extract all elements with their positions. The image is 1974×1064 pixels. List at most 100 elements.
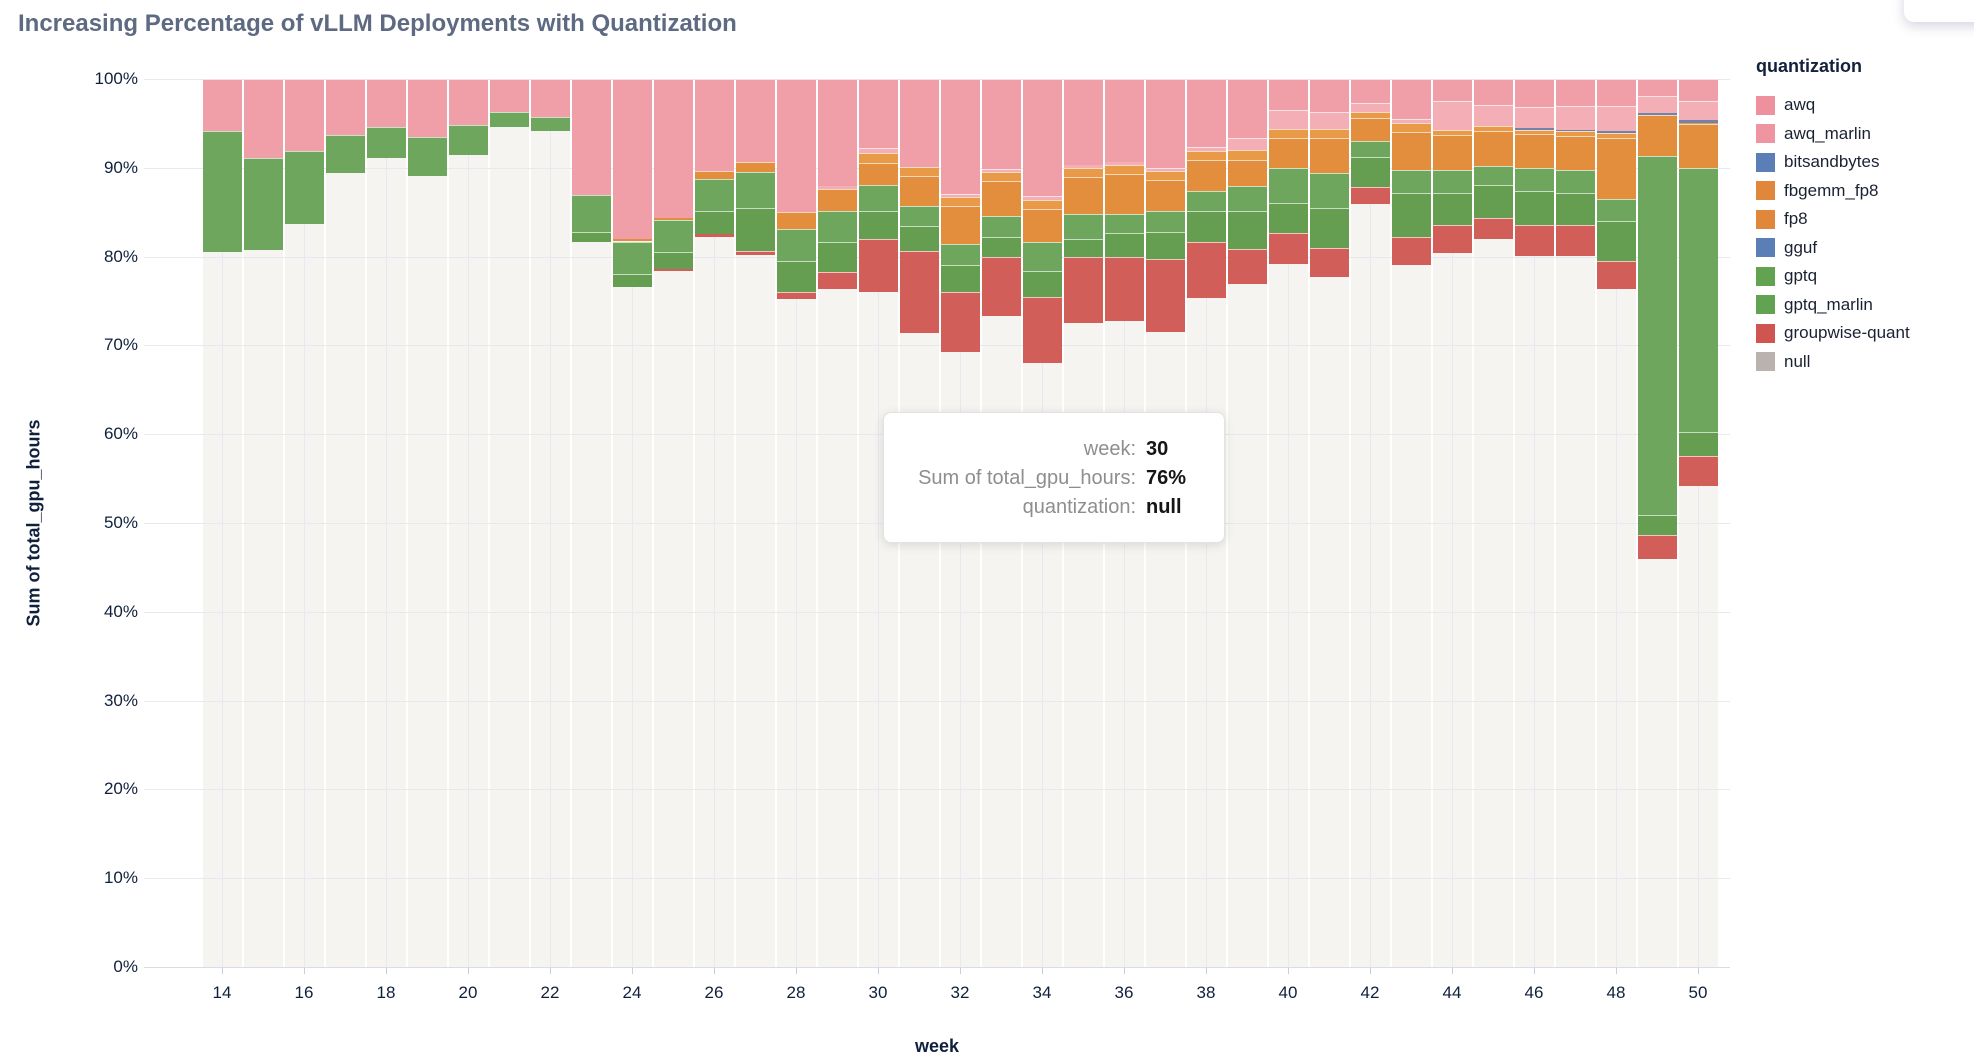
bar-segment-week-40-awq[interactable] xyxy=(1268,79,1308,111)
bar-segment-week-35-groupwise-quant[interactable] xyxy=(1063,257,1103,324)
bar-segment-week-40-fp8[interactable] xyxy=(1268,137,1308,168)
bar-segment-week-36-groupwise-quant[interactable] xyxy=(1104,257,1144,322)
bar-segment-week-19-gptq[interactable] xyxy=(407,136,447,176)
bar-segment-week-36-fp8[interactable] xyxy=(1104,174,1144,214)
bar-segment-week-49-gptq[interactable] xyxy=(1637,156,1677,515)
bar-segment-week-31-fp8[interactable] xyxy=(899,175,939,206)
bar-segment-week-42-fbgemm_fp8[interactable] xyxy=(1350,111,1390,119)
bar-segment-week-50-awq_marlin[interactable] xyxy=(1678,101,1718,120)
bar-segment-week-21-awq[interactable] xyxy=(489,79,529,112)
bar-segment-week-34-fp8[interactable] xyxy=(1022,208,1062,243)
bar-segment-week-18-awq[interactable] xyxy=(366,79,406,127)
bar-segment-week-17-gptq[interactable] xyxy=(325,134,365,174)
legend-swatch-null[interactable] xyxy=(1756,352,1775,372)
legend-item-fbgemm_fp8[interactable]: fbgemm_fp8 xyxy=(1756,177,1972,206)
bar-segment-week-48-fbgemm_fp8[interactable] xyxy=(1596,133,1636,138)
bar-segment-week-28-fp8[interactable] xyxy=(776,212,816,230)
bar-segment-week-40-awq_marlin[interactable] xyxy=(1268,110,1308,129)
bar-segment-week-16-gptq[interactable] xyxy=(284,150,324,224)
bar-segment-week-24-fp8[interactable] xyxy=(612,238,652,242)
bar-segment-week-24-gptq[interactable] xyxy=(612,241,652,275)
bar-segment-week-44-gptq[interactable] xyxy=(1432,169,1472,193)
legend-swatch-fbgemm_fp8[interactable] xyxy=(1756,181,1775,201)
bar-segment-week-25-awq[interactable] xyxy=(653,79,693,218)
bar-segment-week-33-awq[interactable] xyxy=(981,79,1021,169)
bar-segment-week-35-gptq_marlin[interactable] xyxy=(1063,238,1103,258)
bar-segment-week-45-groupwise-quant[interactable] xyxy=(1473,217,1513,239)
bar-segment-week-30-gptq_marlin[interactable] xyxy=(858,211,898,239)
bar-segment-week-45-awq[interactable] xyxy=(1473,79,1513,105)
bar-segment-week-40-gptq_marlin[interactable] xyxy=(1268,203,1308,233)
bar-segment-week-36-awq[interactable] xyxy=(1104,79,1144,163)
bar-segment-week-29-gptq_marlin[interactable] xyxy=(817,242,857,272)
bar-segment-week-43-groupwise-quant[interactable] xyxy=(1391,237,1431,266)
bar-segment-week-45-gptq[interactable] xyxy=(1473,166,1513,185)
bar-segment-week-31-groupwise-quant[interactable] xyxy=(899,251,939,333)
bar-segment-week-39-gptq_marlin[interactable] xyxy=(1227,211,1267,250)
bar-segment-week-42-gptq_marlin[interactable] xyxy=(1350,157,1390,188)
bar-segment-week-43-awq_marlin[interactable] xyxy=(1391,118,1431,124)
bar-segment-week-33-fbgemm_fp8[interactable] xyxy=(981,172,1021,182)
bar-segment-week-29-awq[interactable] xyxy=(817,79,857,187)
bar-segment-week-48-gptq_marlin[interactable] xyxy=(1596,221,1636,262)
bar-segment-week-22-gptq[interactable] xyxy=(530,117,570,132)
bar-segment-week-28-groupwise-quant[interactable] xyxy=(776,292,816,300)
bar-segment-week-28-gptq[interactable] xyxy=(776,229,816,262)
bar-segment-week-44-fbgemm_fp8[interactable] xyxy=(1432,129,1472,135)
bar-segment-week-26-fp8[interactable] xyxy=(694,171,734,180)
bar-segment-week-37-gptq[interactable] xyxy=(1145,211,1185,232)
bar-segment-week-43-gptq_marlin[interactable] xyxy=(1391,192,1431,238)
bar-segment-week-26-gptq[interactable] xyxy=(694,179,734,212)
bar-segment-week-50-fp8[interactable] xyxy=(1678,124,1718,168)
bar-segment-week-49-groupwise-quant[interactable] xyxy=(1637,534,1677,560)
bar-segment-week-32-groupwise-quant[interactable] xyxy=(940,292,980,352)
bar-segment-week-28-gptq_marlin[interactable] xyxy=(776,261,816,293)
bar-segment-week-27-groupwise-quant[interactable] xyxy=(735,251,775,255)
bar-segment-week-45-awq_marlin[interactable] xyxy=(1473,104,1513,127)
bar-segment-week-38-gptq[interactable] xyxy=(1186,190,1226,212)
bar-segment-week-33-gptq[interactable] xyxy=(981,215,1021,238)
bar-segment-week-48-groupwise-quant[interactable] xyxy=(1596,261,1636,289)
bar-segment-week-37-gptq_marlin[interactable] xyxy=(1145,231,1185,260)
bar-segment-week-44-awq_marlin[interactable] xyxy=(1432,101,1472,130)
bar-segment-week-26-gptq_marlin[interactable] xyxy=(694,211,734,235)
bar-segment-week-50-awq[interactable] xyxy=(1678,79,1718,102)
bar-segment-week-34-fbgemm_fp8[interactable] xyxy=(1022,199,1062,209)
legend-swatch-gptq[interactable] xyxy=(1756,266,1775,286)
bar-segment-week-30-fbgemm_fp8[interactable] xyxy=(858,152,898,164)
legend-item-gptq[interactable]: gptq xyxy=(1756,262,1972,291)
bar-segment-week-47-fp8[interactable] xyxy=(1555,135,1595,170)
bar-segment-week-39-awq[interactable] xyxy=(1227,79,1267,139)
bar-segment-week-34-awq[interactable] xyxy=(1022,79,1062,197)
bar-segment-week-50-groupwise-quant[interactable] xyxy=(1678,455,1718,486)
bar-segment-week-33-awq_marlin[interactable] xyxy=(981,168,1021,173)
bar-segment-week-18-gptq[interactable] xyxy=(366,126,406,159)
bar-segment-week-48-fp8[interactable] xyxy=(1596,137,1636,199)
bar-segment-week-15-awq[interactable] xyxy=(243,79,283,159)
bar-segment-week-50-fbgemm_fp8[interactable] xyxy=(1678,122,1718,125)
bar-segment-week-26-awq[interactable] xyxy=(694,79,734,172)
bar-segment-week-43-fbgemm_fp8[interactable] xyxy=(1391,123,1431,133)
bar-segment-week-41-fp8[interactable] xyxy=(1309,137,1349,174)
legend-swatch-gptq_marlin[interactable] xyxy=(1756,295,1775,315)
bar-segment-week-47-gptq[interactable] xyxy=(1555,169,1595,193)
bar-segment-week-46-awq[interactable] xyxy=(1514,79,1554,107)
bar-segment-week-43-awq[interactable] xyxy=(1391,79,1431,119)
bar-segment-week-15-gptq[interactable] xyxy=(243,158,283,251)
bar-segment-week-20-gptq[interactable] xyxy=(448,125,488,156)
bar-segment-week-29-gptq[interactable] xyxy=(817,211,857,243)
bar-segment-week-36-fbgemm_fp8[interactable] xyxy=(1104,165,1144,174)
legend-item-groupwise-quant[interactable]: groupwise-quant xyxy=(1756,319,1972,348)
bar-segment-week-25-gptq_marlin[interactable] xyxy=(653,252,693,270)
bar-segment-week-42-gptq[interactable] xyxy=(1350,141,1390,158)
bar-segment-week-30-groupwise-quant[interactable] xyxy=(858,238,898,293)
bar-segment-week-33-gptq_marlin[interactable] xyxy=(981,237,1021,258)
bar-segment-week-42-awq_marlin[interactable] xyxy=(1350,102,1390,112)
bar-segment-week-14-awq[interactable] xyxy=(202,79,242,132)
bar-segment-week-41-awq[interactable] xyxy=(1309,79,1349,112)
bar-segment-week-40-groupwise-quant[interactable] xyxy=(1268,232,1308,264)
bar-segment-week-46-groupwise-quant[interactable] xyxy=(1514,224,1554,256)
bar-segment-week-31-gptq[interactable] xyxy=(899,205,939,226)
legend-item-bitsandbytes[interactable]: bitsandbytes xyxy=(1756,148,1972,177)
bar-segment-week-41-groupwise-quant[interactable] xyxy=(1309,247,1349,278)
